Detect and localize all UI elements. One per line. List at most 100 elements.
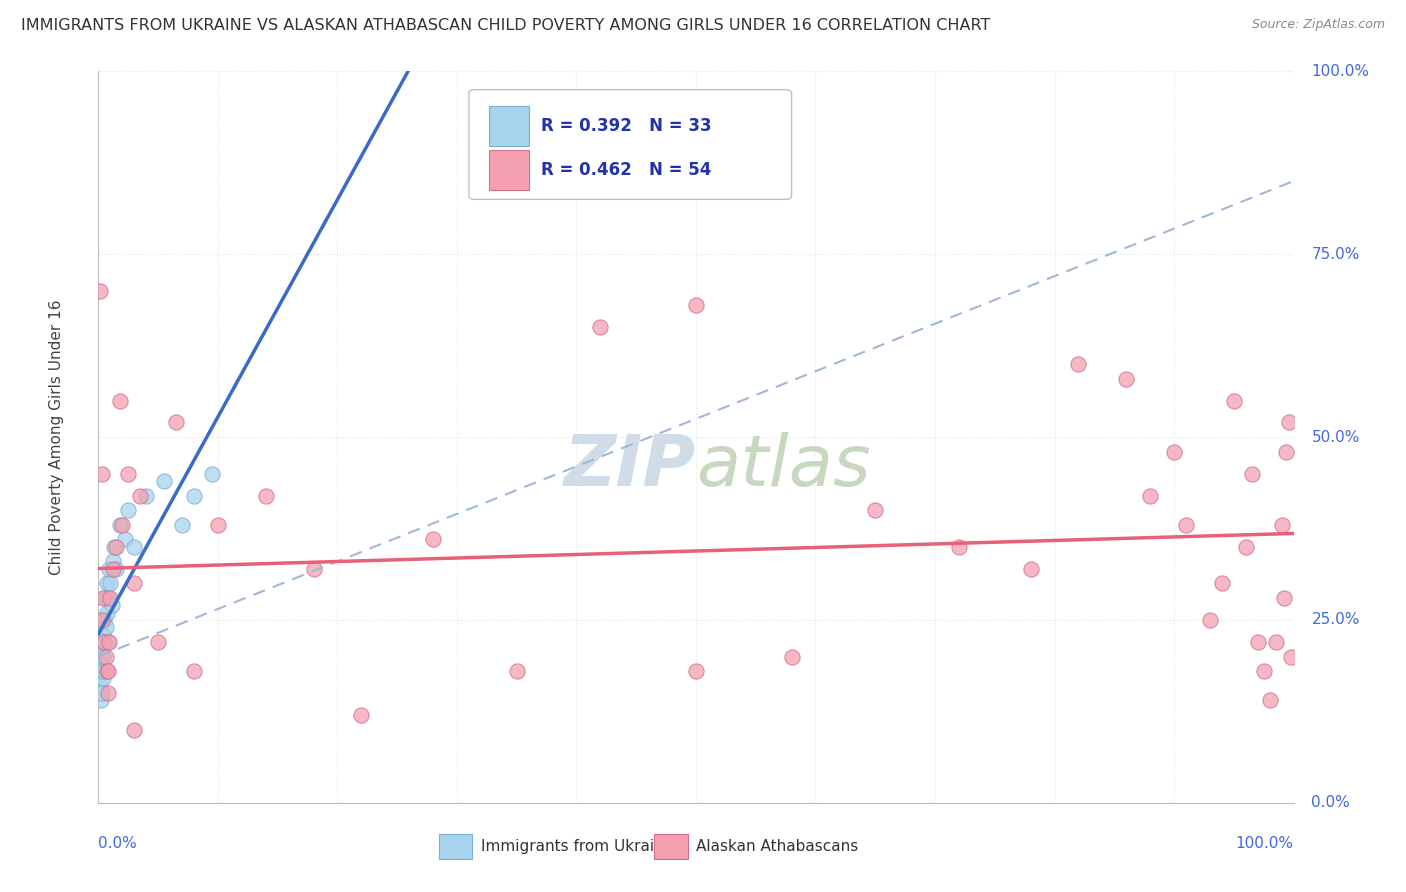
Text: 50.0%: 50.0% <box>1312 430 1360 444</box>
Point <box>94 620 117 634</box>
Point <box>350 708 373 723</box>
Point <box>89 284 111 298</box>
Point <box>1258 693 1281 707</box>
Point <box>1139 489 1161 503</box>
Point <box>114 533 136 547</box>
Point <box>780 649 803 664</box>
Bar <box>439 833 472 859</box>
Bar <box>489 150 529 190</box>
Point <box>96 606 118 620</box>
Point <box>129 489 152 503</box>
Point <box>1278 416 1301 430</box>
Point <box>1199 613 1222 627</box>
Point <box>105 562 128 576</box>
Text: R = 0.462   N = 54: R = 0.462 N = 54 <box>541 161 711 179</box>
Point <box>506 664 529 678</box>
Point <box>90 693 112 707</box>
Point <box>96 664 118 678</box>
Text: Alaskan Athabascans: Alaskan Athabascans <box>696 839 858 855</box>
Point <box>589 320 612 334</box>
Text: Child Poverty Among Girls Under 16: Child Poverty Among Girls Under 16 <box>49 300 65 574</box>
Point <box>1271 517 1294 532</box>
Text: atlas: atlas <box>696 432 870 500</box>
Point <box>183 664 205 678</box>
Point <box>98 562 121 576</box>
Point <box>1240 467 1263 481</box>
Point <box>165 416 187 430</box>
Text: 0.0%: 0.0% <box>98 836 138 851</box>
Point <box>948 540 970 554</box>
Point <box>117 503 139 517</box>
Point <box>1279 649 1302 664</box>
Point <box>91 649 114 664</box>
Point <box>183 489 205 503</box>
Point <box>117 467 139 481</box>
Point <box>124 540 146 554</box>
Point <box>685 298 707 312</box>
Point <box>98 576 122 591</box>
Point <box>94 649 117 664</box>
Point <box>96 576 118 591</box>
Point <box>105 540 128 554</box>
Point <box>1234 540 1257 554</box>
Point <box>1019 562 1042 576</box>
Point <box>1211 576 1233 591</box>
Text: 100.0%: 100.0% <box>1312 64 1369 78</box>
Point <box>1067 357 1090 371</box>
Bar <box>654 833 688 859</box>
Point <box>93 635 115 649</box>
Text: Source: ZipAtlas.com: Source: ZipAtlas.com <box>1251 18 1385 31</box>
Point <box>108 517 131 532</box>
Point <box>124 723 146 737</box>
Point <box>254 489 277 503</box>
Point <box>93 664 115 678</box>
Point <box>1264 635 1286 649</box>
Point <box>153 474 176 488</box>
Point <box>148 635 170 649</box>
Point <box>101 554 124 568</box>
Point <box>108 393 131 408</box>
Point <box>111 517 134 532</box>
Point <box>1115 371 1137 385</box>
Point <box>1163 444 1185 458</box>
Point <box>91 657 114 671</box>
Point <box>91 467 114 481</box>
Point <box>1253 664 1275 678</box>
Point <box>91 672 114 686</box>
Point <box>685 664 707 678</box>
Point <box>422 533 444 547</box>
Point <box>1175 517 1198 532</box>
FancyBboxPatch shape <box>470 90 792 200</box>
Text: ZIP: ZIP <box>564 432 696 500</box>
Point <box>97 664 120 678</box>
Point <box>98 635 121 649</box>
Point <box>135 489 157 503</box>
Point <box>1223 393 1246 408</box>
Point <box>124 576 146 591</box>
Point <box>90 664 112 678</box>
Point <box>1272 591 1295 605</box>
Point <box>94 591 117 605</box>
Text: Immigrants from Ukraine: Immigrants from Ukraine <box>481 839 673 855</box>
Text: R = 0.392   N = 33: R = 0.392 N = 33 <box>541 117 711 136</box>
Point <box>1275 444 1298 458</box>
Point <box>172 517 194 532</box>
Point <box>101 562 124 576</box>
Point <box>201 467 224 481</box>
Point <box>302 562 325 576</box>
Point <box>207 517 229 532</box>
Bar <box>489 106 529 146</box>
Point <box>89 679 111 693</box>
Point <box>91 635 114 649</box>
Text: 25.0%: 25.0% <box>1312 613 1360 627</box>
Point <box>98 591 122 605</box>
Point <box>93 635 115 649</box>
Text: 0.0%: 0.0% <box>1312 796 1350 810</box>
Text: IMMIGRANTS FROM UKRAINE VS ALASKAN ATHABASCAN CHILD POVERTY AMONG GIRLS UNDER 16: IMMIGRANTS FROM UKRAINE VS ALASKAN ATHAB… <box>21 18 990 33</box>
Point <box>103 540 125 554</box>
Point <box>91 613 114 627</box>
Point <box>91 686 114 700</box>
Text: 75.0%: 75.0% <box>1312 247 1360 261</box>
Point <box>865 503 887 517</box>
Point <box>97 686 120 700</box>
